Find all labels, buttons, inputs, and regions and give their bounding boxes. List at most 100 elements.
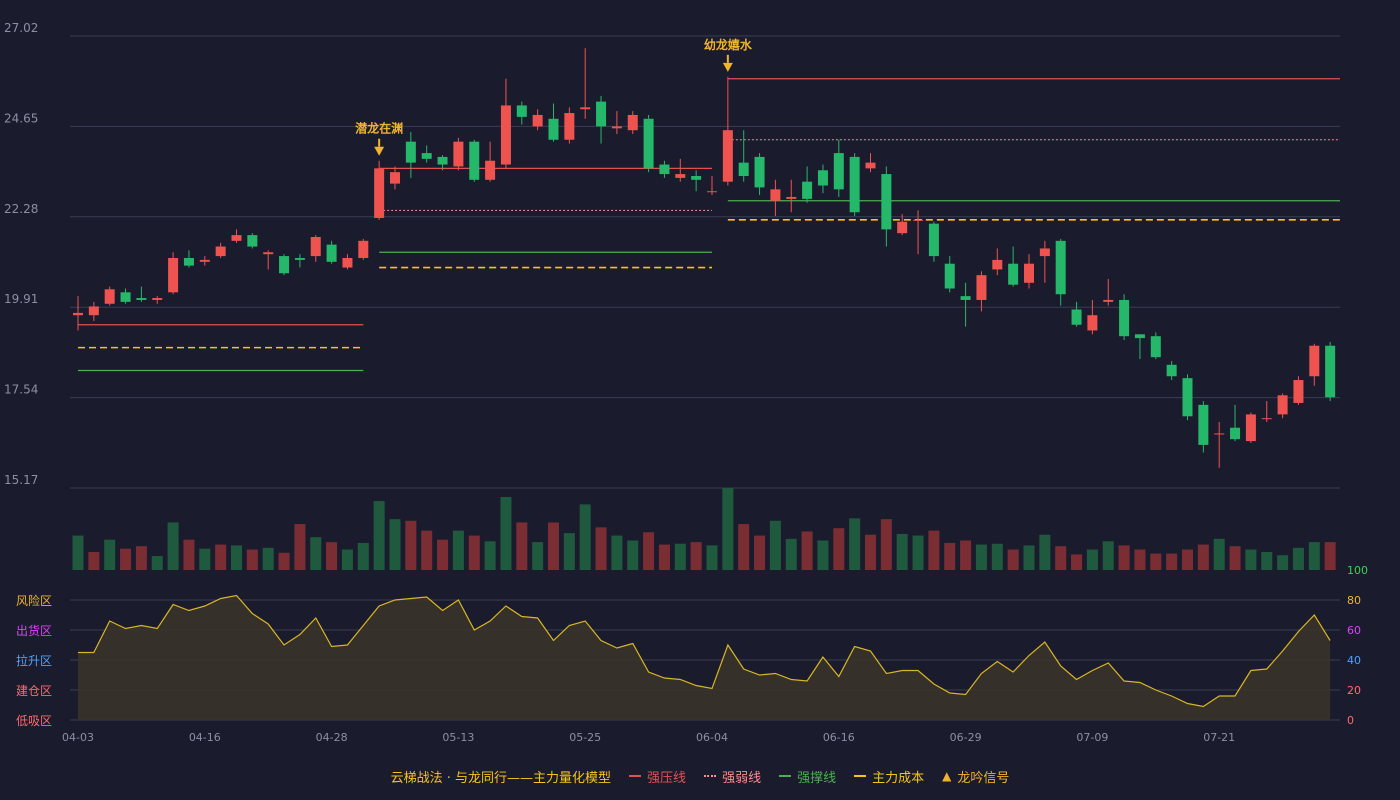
candle-body xyxy=(405,141,416,163)
candle xyxy=(1261,401,1272,423)
volume-bar xyxy=(516,522,528,570)
candle xyxy=(1103,278,1114,306)
candle xyxy=(279,254,290,276)
volume-bar xyxy=(1292,547,1304,570)
volume-bar xyxy=(72,535,84,570)
candle-body xyxy=(88,306,99,316)
candle-body xyxy=(247,235,258,247)
candle xyxy=(770,179,781,217)
volume-bar xyxy=(944,542,956,570)
volume-bar xyxy=(563,533,575,570)
candle xyxy=(802,166,813,203)
volume-bar xyxy=(294,524,306,570)
candle-body xyxy=(659,164,670,175)
candle xyxy=(913,210,924,255)
candle-body xyxy=(754,156,765,188)
date-tick-label: 04-28 xyxy=(316,731,348,744)
candle xyxy=(738,130,749,182)
price-tick-label: 27.02 xyxy=(4,21,38,35)
candle xyxy=(358,238,369,260)
volume-bar xyxy=(975,544,987,570)
signals: 潜龙在渊 幼龙嬉水 xyxy=(355,37,753,156)
volume-bar xyxy=(104,539,116,570)
zone-label: 建仓区 xyxy=(16,684,52,698)
volume-bar xyxy=(1150,553,1162,570)
candle xyxy=(976,271,987,312)
candle xyxy=(611,111,622,135)
candle-body xyxy=(532,114,543,127)
volume-bar xyxy=(1277,555,1289,570)
volume-bar xyxy=(896,533,908,570)
volume-bar xyxy=(627,540,639,570)
date-tick-label: 05-25 xyxy=(569,731,601,744)
volume-bar xyxy=(1023,545,1035,570)
candle xyxy=(152,296,163,304)
volume-bar xyxy=(658,544,670,570)
candle-body xyxy=(294,257,305,260)
candle-body xyxy=(627,114,638,131)
signal-arrow-icon xyxy=(722,62,733,72)
candle xyxy=(580,48,591,119)
candle xyxy=(1134,334,1145,360)
candle xyxy=(1166,360,1177,381)
candle-body xyxy=(802,181,813,199)
candle-body xyxy=(421,153,432,159)
candle-body xyxy=(485,160,496,180)
candle-body xyxy=(913,219,924,221)
oscillator-tick-label: 40 xyxy=(1347,654,1361,667)
candle-body xyxy=(786,196,797,199)
price-tick-label: 24.65 xyxy=(4,111,38,125)
volume-bar xyxy=(1071,554,1083,570)
oscillator xyxy=(78,594,1331,720)
legend: 云梯战法 · 与龙同行——主力量化模型 强压线 强弱线 强撑线 主力成本 ▲ 龙… xyxy=(0,762,1400,790)
candle xyxy=(754,153,765,196)
candle xyxy=(532,109,543,131)
volume-bar xyxy=(928,530,940,570)
candle-body xyxy=(374,168,385,218)
candle xyxy=(453,137,464,171)
candle xyxy=(897,214,908,236)
signal-arrow-icon xyxy=(374,146,385,156)
volume-bar xyxy=(199,548,211,570)
candle xyxy=(183,250,194,268)
candle-body xyxy=(215,246,226,257)
candle xyxy=(659,160,670,178)
candle-body xyxy=(944,263,955,289)
candle xyxy=(675,158,686,182)
candle-body xyxy=(453,141,464,167)
candle-body xyxy=(707,191,717,193)
candle xyxy=(865,153,876,173)
oscillator-tick-label: 20 xyxy=(1347,684,1361,697)
volume-bar xyxy=(1007,549,1019,570)
candle xyxy=(928,221,939,262)
zone-label: 拉升区 xyxy=(16,653,52,668)
candle-body xyxy=(1150,336,1161,358)
candle xyxy=(596,95,607,144)
volume-bar xyxy=(579,504,591,570)
volume-bar xyxy=(1261,551,1273,570)
overlay-lines xyxy=(78,78,1340,372)
date-tick-label: 05-13 xyxy=(442,731,474,744)
volume-bar xyxy=(1324,542,1336,570)
candle-body xyxy=(770,189,781,201)
volume-bar xyxy=(880,519,892,570)
legend-label: 强压线 xyxy=(647,770,687,786)
candle xyxy=(960,282,971,327)
legend-item-support: 强撑线 xyxy=(779,767,836,786)
volume-bar xyxy=(1118,545,1130,570)
candle xyxy=(707,175,717,196)
candle-body xyxy=(231,235,242,241)
candle-body xyxy=(580,107,591,110)
candle-body xyxy=(564,113,575,140)
candle xyxy=(294,254,305,268)
date-tick-label: 07-21 xyxy=(1203,731,1235,744)
volume-bar xyxy=(421,530,433,570)
volume-bar xyxy=(437,539,449,570)
candle xyxy=(73,296,83,331)
candle xyxy=(199,256,210,266)
volume-bar xyxy=(1086,549,1098,570)
oscillator-area xyxy=(78,595,1331,720)
volume-bar xyxy=(1166,553,1178,570)
candle-body xyxy=(516,105,527,117)
